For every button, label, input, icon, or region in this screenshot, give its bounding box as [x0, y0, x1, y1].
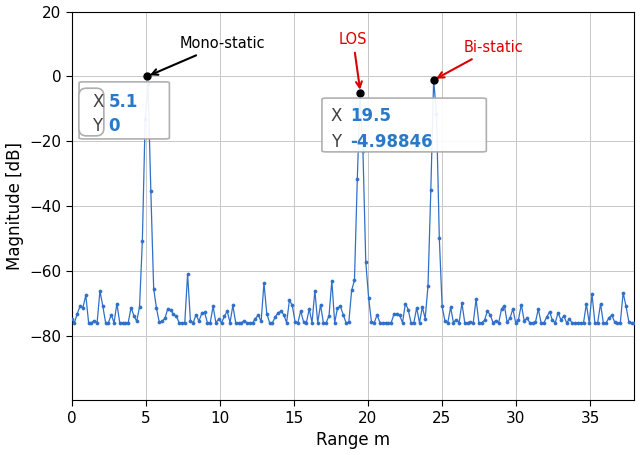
Text: 5.1: 5.1 — [109, 92, 138, 111]
Y-axis label: Magnitude [dB]: Magnitude [dB] — [6, 142, 24, 270]
Text: Y: Y — [92, 117, 102, 135]
Text: X: X — [92, 92, 104, 111]
X-axis label: Range m: Range m — [316, 431, 390, 450]
Text: -4.98846: -4.98846 — [350, 133, 433, 151]
FancyBboxPatch shape — [79, 82, 170, 139]
Text: X: X — [331, 107, 342, 125]
Text: 0: 0 — [109, 117, 120, 135]
Text: Bi-static: Bi-static — [438, 40, 523, 78]
Text: 19.5: 19.5 — [350, 107, 391, 125]
Text: Y: Y — [331, 133, 341, 151]
Text: Mono-static: Mono-static — [152, 36, 266, 75]
FancyBboxPatch shape — [322, 98, 486, 152]
Text: LOS: LOS — [339, 32, 367, 87]
